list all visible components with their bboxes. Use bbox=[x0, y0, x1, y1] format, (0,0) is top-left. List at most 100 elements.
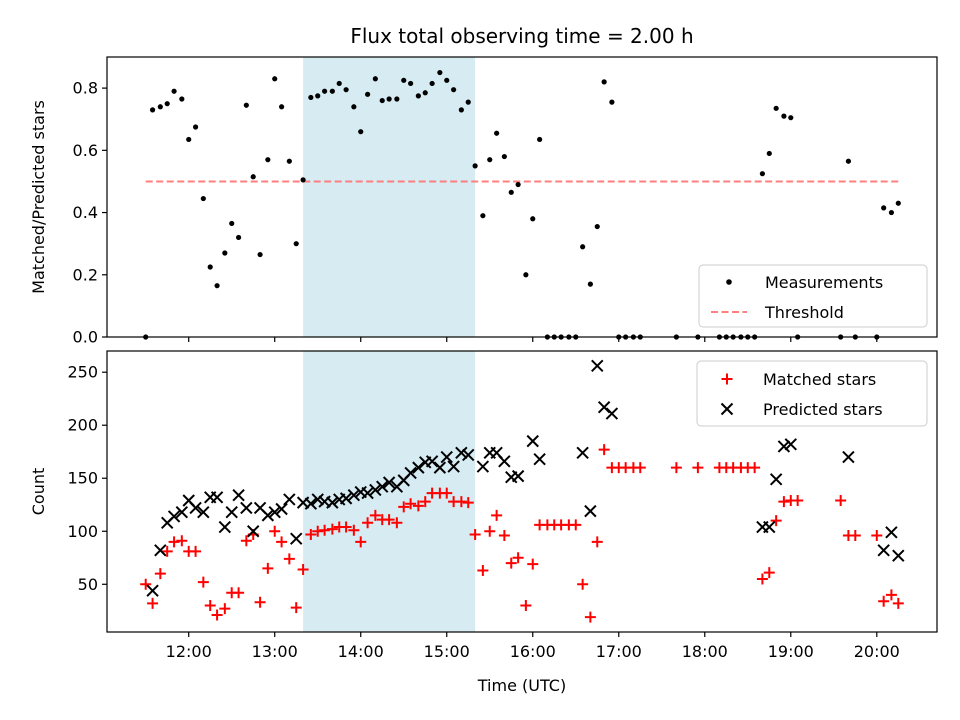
data-point-predicted-stars bbox=[154, 544, 167, 557]
data-point-predicted-stars bbox=[526, 434, 539, 448]
data-point-measurements bbox=[315, 93, 321, 99]
x-tick-label: 15:00 bbox=[424, 642, 470, 661]
data-point-matched-stars bbox=[770, 515, 782, 527]
data-point-predicted-stars bbox=[218, 520, 232, 534]
data-point-predicted-stars bbox=[892, 549, 905, 562]
x-tick-label: 13:00 bbox=[252, 642, 298, 661]
data-point-predicted-stars bbox=[447, 460, 460, 473]
data-point-measurements bbox=[329, 88, 335, 94]
data-point-predicted-stars bbox=[533, 452, 546, 466]
data-point-measurements bbox=[351, 104, 357, 110]
legend-label-predicted-stars: Predicted stars bbox=[763, 400, 883, 419]
data-point-matched-stars bbox=[340, 521, 352, 533]
data-point-measurements bbox=[250, 174, 256, 180]
y-tick-label: 200 bbox=[67, 416, 98, 435]
data-point-measurements bbox=[429, 80, 435, 87]
data-point-matched-stars bbox=[491, 509, 503, 521]
data-point-measurements bbox=[759, 171, 765, 177]
data-point-predicted-stars bbox=[462, 448, 475, 462]
data-point-measurements bbox=[594, 223, 600, 230]
data-point-measurements bbox=[523, 272, 529, 278]
observing-span-bottom bbox=[303, 351, 476, 632]
data-point-predicted-stars bbox=[275, 502, 288, 516]
data-point-measurements bbox=[149, 107, 156, 113]
data-point-matched-stars bbox=[147, 597, 159, 609]
data-point-measurements bbox=[501, 153, 507, 160]
x-tick-label: 17:00 bbox=[596, 642, 642, 661]
data-point-matched-stars bbox=[233, 587, 245, 599]
x-tick-label: 16:00 bbox=[510, 642, 556, 661]
ratio-panel: 0.00.20.40.60.8 Matched/Predicted stars … bbox=[29, 56, 938, 347]
data-point-matched-stars bbox=[477, 564, 489, 576]
data-point-predicted-stars bbox=[511, 469, 525, 483]
y-tick-label: 0.2 bbox=[73, 265, 98, 284]
series-matched-stars bbox=[140, 444, 904, 623]
data-point-matched-stars bbox=[634, 462, 646, 474]
legend-marker-predicted-stars bbox=[720, 402, 734, 416]
data-point-matched-stars bbox=[871, 530, 883, 542]
legend-marker bbox=[726, 279, 732, 285]
x-tick-label: 20:00 bbox=[854, 642, 900, 661]
data-point-measurements bbox=[508, 189, 514, 195]
data-point-measurements bbox=[214, 283, 220, 289]
data-point-matched-stars bbox=[527, 558, 539, 570]
data-point-measurements bbox=[379, 97, 385, 104]
data-point-measurements bbox=[437, 69, 443, 76]
data-point-predicted-stars bbox=[777, 440, 791, 453]
data-point-matched-stars bbox=[469, 528, 481, 540]
data-point-matched-stars bbox=[262, 562, 274, 574]
data-point-predicted-stars bbox=[347, 489, 361, 502]
data-point-measurements bbox=[372, 76, 378, 82]
data-point-matched-stars bbox=[369, 509, 381, 521]
data-point-measurements bbox=[422, 90, 428, 96]
observing-span-band bbox=[303, 57, 476, 337]
series-predicted-stars bbox=[146, 359, 905, 597]
data-point-measurements bbox=[773, 105, 779, 111]
data-point-measurements bbox=[293, 241, 299, 247]
ratio-y-axis-label: Matched/Predicted stars bbox=[29, 100, 48, 294]
data-point-measurements bbox=[487, 157, 493, 163]
data-point-measurements bbox=[766, 150, 772, 157]
data-point-measurements bbox=[157, 104, 163, 110]
data-point-predicted-stars bbox=[304, 497, 318, 510]
observing-span-top bbox=[303, 57, 476, 337]
y-tick-label: 50 bbox=[78, 575, 98, 594]
data-point-measurements bbox=[279, 104, 285, 110]
data-point-measurements bbox=[171, 88, 177, 94]
data-point-matched-stars bbox=[312, 525, 324, 537]
data-point-matched-stars bbox=[598, 444, 610, 456]
data-point-predicted-stars bbox=[498, 455, 511, 468]
data-point-matched-stars bbox=[283, 553, 295, 565]
data-point-matched-stars bbox=[512, 552, 524, 564]
data-point-matched-stars bbox=[885, 589, 897, 601]
data-point-matched-stars bbox=[412, 500, 424, 512]
data-point-predicted-stars bbox=[175, 505, 189, 519]
data-point-measurements bbox=[164, 101, 170, 107]
count-panel: 12:00 13:00 14:00 15:00 16:00 17:00 18:00 19:00… bbox=[29, 350, 938, 661]
data-point-matched-stars bbox=[197, 576, 209, 588]
data-point-predicted-stars bbox=[197, 505, 210, 519]
data-point-measurements bbox=[465, 99, 471, 105]
data-point-predicted-stars bbox=[877, 544, 890, 557]
data-point-measurements bbox=[265, 157, 271, 163]
data-point-matched-stars bbox=[168, 536, 180, 548]
ratio-legend: Measurements Threshold bbox=[698, 264, 928, 328]
data-point-matched-stars bbox=[892, 597, 904, 609]
data-point-measurements bbox=[480, 213, 486, 219]
data-point-matched-stars bbox=[756, 573, 768, 585]
legend-marker bbox=[720, 402, 734, 416]
data-point-matched-stars bbox=[849, 530, 861, 542]
data-point-predicted-stars bbox=[311, 493, 324, 506]
data-point-measurements bbox=[444, 77, 450, 83]
data-point-matched-stars bbox=[505, 557, 517, 569]
data-point-predicted-stars bbox=[361, 486, 374, 500]
data-point-predicted-stars bbox=[591, 359, 604, 373]
chart-title: Flux total observing time = 2.00 h bbox=[350, 24, 693, 48]
data-point-predicted-stars bbox=[784, 438, 797, 451]
data-point-matched-stars bbox=[383, 514, 395, 526]
data-point-predicted-stars bbox=[412, 461, 425, 474]
data-point-matched-stars bbox=[398, 501, 410, 513]
data-point-matched-stars bbox=[405, 498, 417, 510]
count-axes: 12:00 13:00 14:00 15:00 16:00 17:00 18:00 19:00… bbox=[67, 350, 938, 661]
data-point-predicted-stars bbox=[842, 450, 855, 464]
